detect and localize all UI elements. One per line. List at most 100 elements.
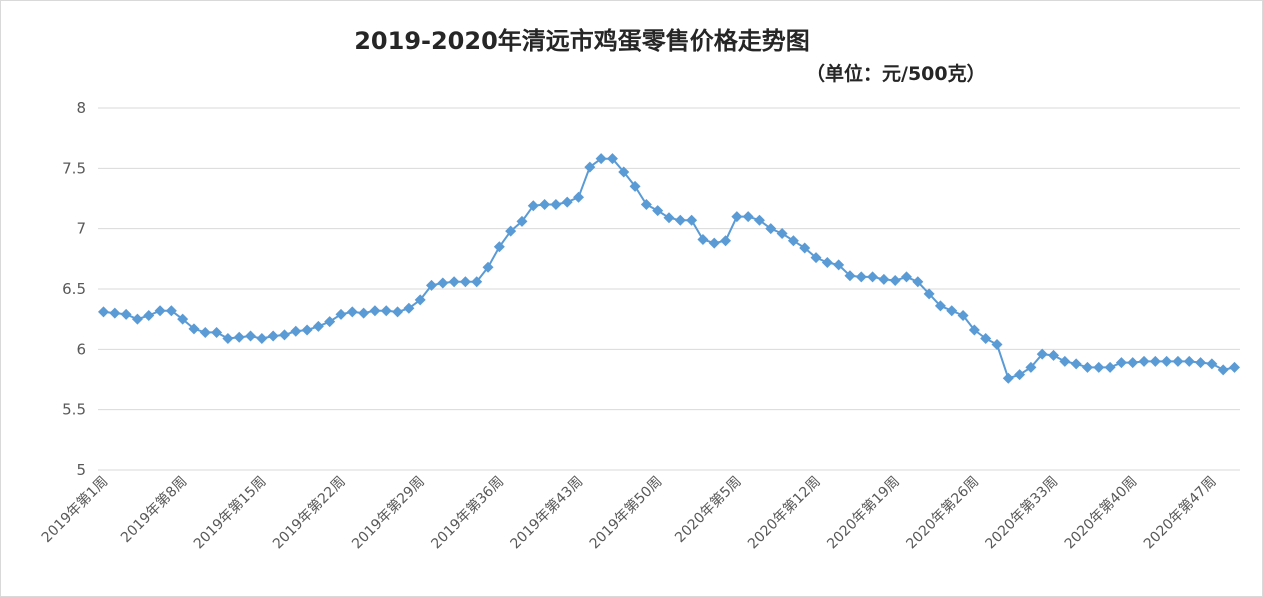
data-point xyxy=(403,302,415,314)
data-point xyxy=(765,223,777,235)
data-point xyxy=(855,271,867,283)
data-point xyxy=(1149,355,1161,367)
data-point xyxy=(810,252,822,264)
data-point xyxy=(459,276,471,288)
data-point xyxy=(708,237,720,249)
data-point xyxy=(143,310,155,322)
data-point xyxy=(923,288,935,300)
data-point xyxy=(799,242,811,254)
data-point xyxy=(312,320,324,332)
x-tick-label: 2019年第29周 xyxy=(348,473,428,553)
data-point xyxy=(437,277,449,289)
data-point xyxy=(1217,364,1229,376)
data-point xyxy=(527,200,539,212)
data-point xyxy=(821,256,833,268)
data-point xyxy=(245,330,257,342)
data-point xyxy=(335,308,347,320)
y-tick-label: 7 xyxy=(76,220,86,238)
data-point xyxy=(934,300,946,312)
data-point xyxy=(1172,355,1184,367)
data-point xyxy=(199,326,211,338)
data-point xyxy=(731,211,743,223)
data-point xyxy=(1059,355,1071,367)
data-point xyxy=(901,271,913,283)
data-point xyxy=(1229,361,1240,373)
data-point xyxy=(968,324,980,336)
data-point xyxy=(1161,355,1173,367)
data-point xyxy=(120,308,132,320)
data-point xyxy=(584,161,596,173)
data-point xyxy=(414,294,426,306)
data-point xyxy=(539,199,551,211)
data-point xyxy=(1002,372,1014,384)
data-point xyxy=(493,241,505,253)
data-point xyxy=(595,153,607,165)
y-tick-label: 5 xyxy=(76,461,86,479)
data-point xyxy=(1081,361,1093,373)
data-point xyxy=(697,234,709,246)
data-point xyxy=(753,214,765,226)
data-point xyxy=(844,270,856,282)
data-point xyxy=(358,307,370,319)
data-point xyxy=(346,306,358,318)
data-point xyxy=(674,214,686,226)
data-point xyxy=(980,332,992,344)
data-point xyxy=(946,305,958,317)
x-tick-label: 2020年第19周 xyxy=(824,473,904,553)
data-point xyxy=(380,305,392,317)
data-point xyxy=(369,305,381,317)
data-point xyxy=(606,153,618,165)
y-tick-label: 5.5 xyxy=(62,401,86,419)
y-tick-label: 7.5 xyxy=(62,159,86,177)
data-point xyxy=(392,306,404,318)
x-tick-label: 2019年第1周 xyxy=(38,473,111,546)
x-tick-label: 2019年第8周 xyxy=(117,473,190,546)
data-point xyxy=(1138,355,1150,367)
data-point xyxy=(686,214,698,226)
data-point xyxy=(188,323,200,335)
x-axis-ticks: 2019年第1周 2019年第8周 2019年第15周 2019年第22周 2019年第… xyxy=(38,473,1220,553)
data-point xyxy=(618,166,630,178)
price-series xyxy=(98,153,1240,384)
x-tick-label: 2020年第47周 xyxy=(1140,473,1220,553)
x-tick-label: 2019年第50周 xyxy=(586,473,666,553)
data-point xyxy=(267,330,279,342)
data-point xyxy=(1115,357,1127,369)
data-point xyxy=(222,332,234,344)
data-point xyxy=(912,276,924,288)
data-point xyxy=(1014,369,1026,381)
data-point xyxy=(787,235,799,247)
data-point xyxy=(629,180,641,192)
data-point xyxy=(131,313,143,325)
data-point xyxy=(720,235,732,247)
y-tick-label: 6 xyxy=(76,340,86,358)
data-point xyxy=(640,199,652,211)
data-point xyxy=(165,305,177,317)
data-point xyxy=(1025,361,1037,373)
data-point xyxy=(516,215,528,227)
x-tick-label: 2019年第43周 xyxy=(507,473,587,553)
data-point xyxy=(154,305,166,317)
y-axis-ticks: 5 5.5 6 6.5 7 7.5 8 xyxy=(62,99,86,479)
data-point xyxy=(324,316,336,328)
data-point xyxy=(109,307,121,319)
data-point xyxy=(742,211,754,223)
series-line xyxy=(103,157,1235,380)
x-tick-label: 2020年第33周 xyxy=(982,473,1062,553)
x-tick-label: 2020年第26周 xyxy=(903,473,983,553)
x-tick-label: 2020年第12周 xyxy=(744,473,824,553)
data-point xyxy=(878,273,890,285)
data-point xyxy=(505,225,517,237)
data-point xyxy=(652,205,664,217)
data-point xyxy=(211,326,223,338)
x-tick-label: 2020年第40周 xyxy=(1061,473,1141,553)
data-point xyxy=(561,196,573,208)
data-point xyxy=(1036,348,1048,360)
data-point xyxy=(889,275,901,287)
data-point xyxy=(867,271,879,283)
chart-subtitle: （单位：元/500克） xyxy=(806,63,986,85)
data-point xyxy=(177,313,189,325)
data-point xyxy=(1104,361,1116,373)
data-point xyxy=(1070,358,1082,370)
